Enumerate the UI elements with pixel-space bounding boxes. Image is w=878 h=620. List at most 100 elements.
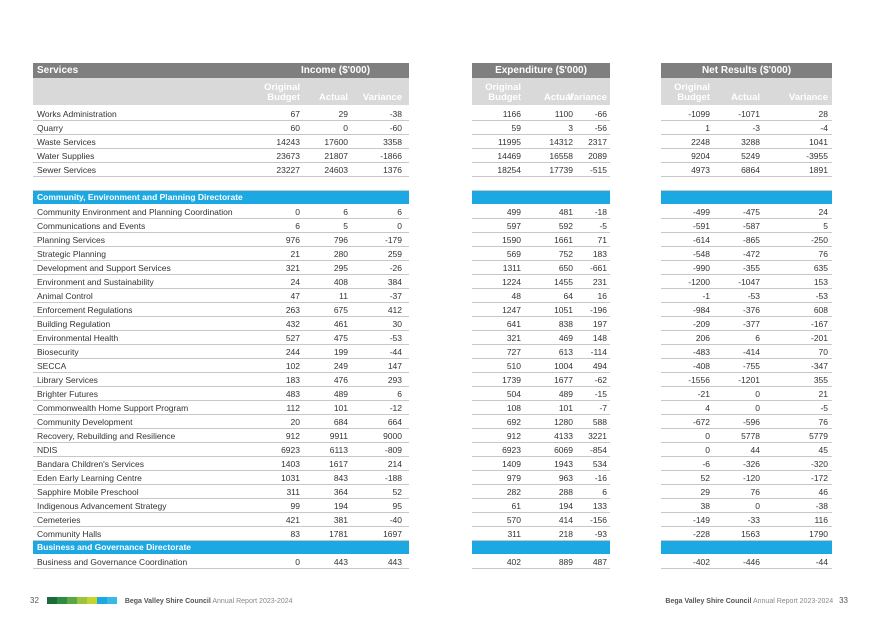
inc-cell: 280 — [333, 249, 348, 259]
inc-cell: 1376 — [383, 165, 402, 175]
net-cell: 1041 — [809, 137, 828, 147]
net-cell: -1201 — [738, 375, 760, 385]
page-number-right: 33 — [839, 596, 848, 605]
exp-cell: 414 — [558, 515, 573, 525]
exp-cell: -661 — [589, 263, 607, 273]
subheader-net — [661, 78, 832, 105]
row-divider — [472, 232, 610, 233]
row-label: Environmental Health — [37, 333, 119, 343]
exp-cell: 321 — [506, 333, 521, 343]
inc-cell: 321 — [285, 263, 300, 273]
exp-cell: 597 — [506, 221, 521, 231]
exp-cell: 218 — [558, 529, 573, 539]
inc-cell: 83 — [290, 529, 300, 539]
net-cell: 0 — [705, 431, 710, 441]
row-label: Business and Governance Coordination — [37, 557, 188, 567]
table-header-expenditure: Expenditure ($'000) — [472, 63, 610, 78]
table-header-services: Services Income ($'000) — [33, 63, 409, 78]
net-cell: 6864 — [741, 165, 760, 175]
row-divider — [33, 512, 409, 513]
inc-cell: 183 — [285, 375, 300, 385]
net-cell: 76 — [750, 487, 760, 497]
inc-cell: 311 — [286, 487, 300, 497]
net-col-label: Variance — [788, 92, 828, 103]
row-label: Planning Services — [37, 235, 106, 245]
row-divider — [661, 302, 832, 303]
inc-cell: 381 — [333, 515, 348, 525]
row-label: Library Services — [37, 375, 98, 385]
exp-cell: -854 — [589, 445, 607, 455]
row-divider — [472, 428, 610, 429]
net-cell: 5779 — [809, 431, 828, 441]
net-cell: 21 — [818, 389, 828, 399]
inc-cell: 259 — [387, 249, 402, 259]
row-divider — [661, 470, 832, 471]
exp-cell: 469 — [558, 333, 573, 343]
exp-cell: 1224 — [502, 277, 521, 287]
inc-cell: 1031 — [281, 473, 300, 483]
row-divider — [33, 568, 409, 569]
net-cell: -44 — [815, 557, 828, 567]
inc-cell: -26 — [389, 263, 402, 273]
net-cell: -587 — [742, 221, 760, 231]
exp-cell: 1166 — [502, 109, 521, 119]
exp-cell: -196 — [589, 305, 607, 315]
net-cell: -990 — [692, 263, 710, 273]
row-divider — [33, 540, 409, 541]
row-divider — [33, 498, 409, 499]
exp-cell: 510 — [506, 361, 521, 371]
income-col-label: Actual — [318, 92, 348, 103]
row-label: Development and Support Services — [37, 263, 171, 273]
net-cell: -596 — [742, 417, 760, 427]
row-divider — [661, 386, 832, 387]
net-cell: -6 — [702, 459, 710, 469]
inc-cell: 796 — [333, 235, 348, 245]
net-cell: -33 — [747, 515, 760, 525]
inc-cell: 912 — [285, 431, 300, 441]
net-cell: 608 — [813, 305, 828, 315]
row-divider — [33, 316, 409, 317]
row-divider — [661, 568, 832, 569]
inc-cell: 6 — [397, 207, 402, 217]
exp-cell: 4133 — [554, 431, 573, 441]
row-divider — [33, 218, 409, 219]
inc-cell: -44 — [389, 347, 402, 357]
row-divider — [661, 442, 832, 443]
row-divider — [472, 442, 610, 443]
row-divider — [661, 246, 832, 247]
inc-cell: 6113 — [329, 445, 348, 455]
net-cell: 206 — [695, 333, 710, 343]
inc-cell: -38 — [389, 109, 402, 119]
net-cell: -172 — [810, 473, 828, 483]
row-divider — [33, 344, 409, 345]
inc-cell: 295 — [333, 263, 348, 273]
net-cell: 355 — [813, 375, 828, 385]
exp-cell: 48 — [511, 291, 521, 301]
net-cell: -201 — [810, 333, 828, 343]
net-cell: -320 — [810, 459, 828, 469]
net-cell: -548 — [692, 249, 710, 259]
net-cell: -53 — [815, 291, 828, 301]
row-divider — [472, 274, 610, 275]
net-cell: -984 — [692, 305, 710, 315]
row-divider — [472, 414, 610, 415]
row-divider — [33, 246, 409, 247]
section-header — [33, 191, 409, 204]
inc-cell: -37 — [389, 291, 402, 301]
row-divider — [472, 316, 610, 317]
net-cell: -167 — [810, 319, 828, 329]
net-cell: -149 — [692, 515, 710, 525]
row-label: Recovery, Rebuilding and Resilience — [37, 431, 176, 441]
footer-right: Bega Valley Shire Council Annual Report … — [665, 596, 848, 605]
inc-cell: 6923 — [281, 445, 300, 455]
exp-cell: 963 — [558, 473, 573, 483]
net-cell: 5 — [823, 221, 828, 231]
net-cell: -614 — [692, 235, 710, 245]
row-divider — [661, 134, 832, 135]
net-cell: 1891 — [809, 165, 828, 175]
section-header — [33, 541, 409, 554]
inc-cell: 6 — [295, 221, 300, 231]
row-label: Water Supplies — [37, 151, 95, 161]
net-cell: -475 — [742, 207, 760, 217]
inc-cell: -809 — [384, 445, 402, 455]
